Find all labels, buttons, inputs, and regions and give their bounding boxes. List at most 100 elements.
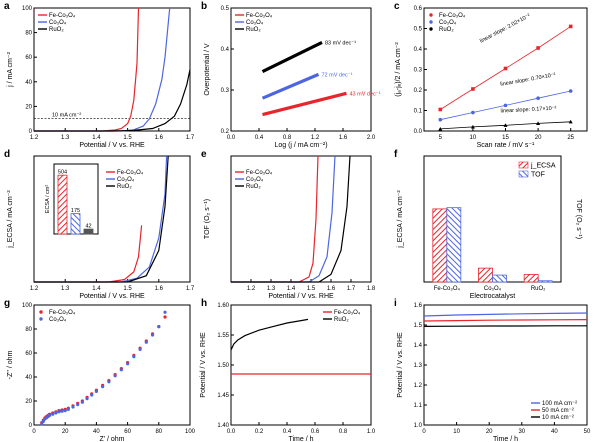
- data-point: [80, 400, 84, 404]
- series-line: [261, 40, 323, 74]
- legend-label: Co₃O₄: [246, 20, 264, 26]
- data-point: [48, 413, 52, 417]
- data-point: [94, 389, 98, 393]
- y-tick-label: 100: [22, 6, 33, 12]
- x-tick-label: 1.7: [347, 286, 356, 292]
- legend-label: TOF: [531, 172, 545, 179]
- plot-frame: [230, 304, 372, 426]
- bar: [523, 274, 539, 283]
- data-point: [438, 117, 443, 122]
- data-point: [41, 419, 45, 423]
- x-tick-label: 1.4: [92, 135, 101, 141]
- data-point: [536, 46, 540, 50]
- slope-annotation: linear slope: 0.17×10⁻²: [500, 106, 556, 115]
- x-axis-label: Z' / ohm: [99, 436, 124, 442]
- y-tick-label: 1.1: [414, 403, 423, 409]
- inset-bar: [70, 213, 81, 235]
- legend-label: 10 mA cm⁻²: [542, 415, 574, 421]
- series-line: [423, 312, 588, 317]
- legend-label: Fe-Co₃O₄: [117, 170, 144, 176]
- inset-bar-value: 504: [58, 170, 67, 176]
- data-point: [40, 422, 44, 426]
- y-axis-label: Overpotential / V: [204, 43, 211, 95]
- series-line: [261, 72, 320, 100]
- legend-swatch: [518, 161, 529, 169]
- x-tick-label: 10: [470, 135, 477, 141]
- legend-swatch: [518, 170, 529, 178]
- y-axis-label: (jₐ-jₑ)/2 / mA cm⁻²: [395, 42, 402, 97]
- legend-label: Co₃O₄: [246, 177, 264, 183]
- legend-label: Co₃O₄: [49, 20, 67, 26]
- data-point: [471, 110, 475, 115]
- x-axis-label: Potential / V vs. RHE: [268, 293, 334, 300]
- slope-annotation: 83 mV dec⁻¹: [325, 40, 356, 46]
- legend-label: Co₃O₄: [117, 177, 135, 183]
- data-point: [113, 374, 117, 378]
- legend-label: Co₃O₄: [439, 20, 457, 26]
- data-point: [51, 412, 55, 416]
- panel-label: g: [4, 298, 10, 309]
- data-point: [119, 368, 123, 372]
- slope-annotation: 72 mV dec⁻¹: [322, 72, 353, 78]
- panel-h: h 0.0 0.2 0.4 0.6 0.8 1.0 1.40 1.45 1.50 1.55 1.60 T…: [200, 298, 376, 442]
- data-point: [132, 355, 136, 359]
- series-line: [230, 318, 309, 351]
- legend-marker: [39, 310, 43, 314]
- x-tick-label: 15: [502, 135, 509, 141]
- series-line: [231, 155, 319, 283]
- x-tick-label: 1.5: [123, 286, 132, 292]
- data-point: [163, 310, 167, 314]
- inset-bar: [83, 228, 94, 235]
- panel-label: c: [394, 1, 400, 12]
- legend-marker: [429, 27, 433, 31]
- x-axis-label: Electrocatalyst: [470, 293, 516, 300]
- data-point: [54, 411, 58, 415]
- legend-label: RuO₂: [334, 317, 349, 323]
- x-tick-label: 60: [124, 429, 131, 435]
- y-axis-label: j_ECSA / mA cm⁻²: [7, 190, 14, 249]
- data-point: [438, 107, 443, 112]
- data-point: [438, 126, 443, 131]
- data-point: [471, 87, 475, 91]
- data-point: [470, 124, 475, 129]
- data-point: [85, 397, 89, 401]
- x-tick-label: 30: [518, 429, 525, 435]
- panel-c: c 5 10 15 20 25 0.0 0.1 0.2 0.3 0.4 0.5 0.6 Scan rate…: [394, 1, 588, 149]
- legend-label: Co₃O₄: [49, 317, 67, 323]
- panel-g: g 0 20 40 60 80 100 0 20 40 60 80 100 Z' / ohm -Z'' / …: [4, 298, 196, 442]
- y-tick-label: 1.6: [414, 303, 423, 309]
- panel-d: d 1.2 1.3 1.4 1.5 1.6 1.7 Potential / V vs. RHE…: [4, 149, 195, 300]
- x-axis-label: Scan rate / mV s⁻¹: [477, 142, 535, 149]
- series-line: [231, 155, 351, 283]
- x-tick-label: 0.4: [255, 135, 264, 141]
- inset-bar-value: 175: [71, 208, 80, 214]
- y-tick-label: 40: [25, 80, 32, 86]
- x-tick-label: 0.0: [227, 135, 236, 141]
- data-point: [76, 403, 80, 407]
- legend-label: Fe-Co₃O₄: [49, 13, 76, 19]
- x-tick-label: 1.3: [267, 286, 276, 292]
- x-tick-label: 25: [567, 135, 574, 141]
- data-point: [150, 333, 155, 337]
- series-line: [423, 319, 588, 322]
- panel-e: e 1.2 1.3 1.4 1.5 1.6 1.7 1.8 Potential / V vs. …: [201, 149, 376, 300]
- y-tick-label: 1.60: [217, 303, 229, 309]
- y-tick-label: 1.50: [217, 363, 229, 369]
- panel-label: a: [4, 1, 10, 12]
- plot-frame: [423, 304, 588, 426]
- inset-bar-value: 42: [85, 224, 91, 230]
- data-point: [568, 24, 573, 29]
- data-point: [163, 315, 167, 319]
- y-tick-label: 0.0: [414, 129, 423, 135]
- data-point: [71, 405, 75, 409]
- x-tick-label: 2.0: [367, 135, 376, 141]
- panel-label: i: [394, 298, 397, 309]
- x-tick-label: 1.2: [311, 135, 320, 141]
- x-tick-label: 1.3: [61, 286, 70, 292]
- legend-label: 100 mA cm⁻²: [542, 401, 577, 407]
- data-point: [126, 362, 130, 366]
- x-tick-label: 0.8: [339, 429, 348, 435]
- y-tick-label: 1.5: [414, 323, 423, 329]
- x-tick-label: 1.3: [61, 135, 70, 141]
- data-point: [503, 123, 508, 127]
